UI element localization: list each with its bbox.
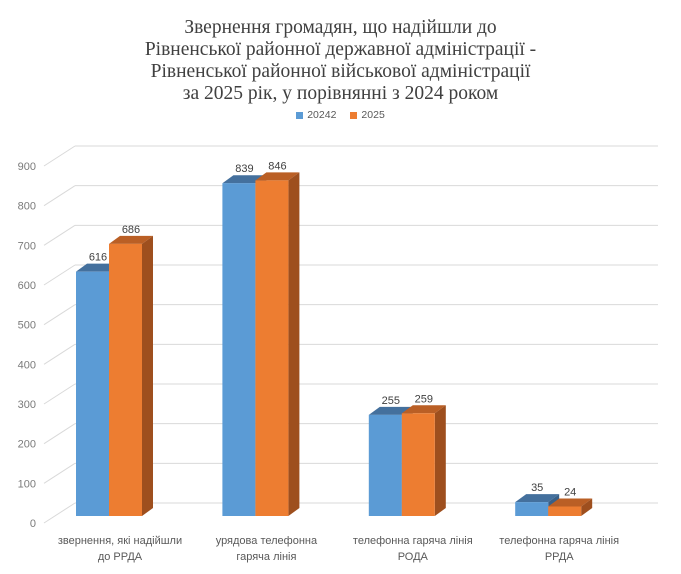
gridline-depth-tick: [43, 224, 76, 246]
data-label: 846: [268, 160, 286, 172]
bar-top-face: [109, 235, 153, 244]
chart-legend: 20242 2025: [0, 109, 681, 121]
category-label-line: звернення, які надійшли: [58, 535, 182, 547]
category-label-line: до РРДА: [98, 551, 143, 563]
bar-front-face: [109, 243, 142, 517]
legend-item: 2025: [350, 109, 385, 121]
bar: [109, 235, 153, 517]
category-label-line: РРДА: [545, 551, 574, 563]
y-axis-label: 100: [18, 478, 36, 490]
legend-label: 20242: [307, 109, 337, 121]
y-axis-label: 300: [18, 399, 36, 411]
y-axis-label: 900: [18, 161, 36, 173]
data-label: 686: [122, 224, 140, 236]
category-label-line: урядова телефонна: [216, 535, 318, 547]
bar-front-face: [368, 414, 402, 516]
y-axis-label: 0: [30, 518, 36, 530]
y-axis-label: 600: [18, 280, 36, 292]
y-axis-label: 400: [18, 359, 36, 371]
data-label: 839: [235, 163, 253, 175]
gridline-depth-tick: [43, 304, 76, 326]
bar-top-face: [255, 172, 300, 181]
legend-label: 2025: [361, 109, 385, 121]
category-label-line: РОДА: [398, 551, 429, 563]
gridline-depth-tick: [43, 343, 76, 365]
gridline-depth-tick: [43, 145, 76, 167]
gridline-depth-tick: [43, 383, 76, 405]
bar-side-face: [288, 172, 300, 517]
bar-front-face: [548, 506, 582, 516]
y-axis-label: 700: [18, 240, 36, 252]
y-axis-label: 800: [18, 201, 36, 213]
bar-top-face: [368, 406, 413, 415]
chart-title: Звернення громадян, що надійшли до Рівне…: [0, 17, 681, 105]
bar-front-face: [222, 183, 256, 517]
gridline-depth-tick: [43, 264, 76, 286]
category-label-line: телефонна гаряча лінія: [499, 535, 619, 547]
bar-top-face: [515, 494, 560, 503]
data-label: 616: [89, 252, 107, 264]
data-label: 255: [382, 395, 400, 407]
bar-side-face: [581, 498, 593, 516]
legend-swatch-icon: [296, 111, 304, 119]
chart-title-line-1: Звернення громадян, що надійшли до: [184, 17, 497, 38]
chart-title-line-4: за 2025 рік, у порівнянні з 2024 роком: [182, 83, 499, 104]
chart-title-line-3: Рівненської районної військової адмініст…: [150, 61, 531, 82]
legend-swatch-icon: [350, 111, 358, 119]
bar-front-face: [401, 413, 435, 516]
data-label: 24: [564, 486, 576, 498]
chart-title-line-2: Рівненської районної державної адміністр…: [144, 39, 537, 60]
gridline-depth-tick: [43, 502, 76, 524]
gridline-depth-tick: [43, 423, 76, 445]
bar: [255, 172, 300, 517]
data-label: 35: [531, 482, 543, 494]
category-label-line: гаряча лінія: [236, 551, 296, 563]
bar-top-face: [401, 405, 446, 414]
bar: [548, 498, 593, 516]
bar-top-face: [548, 498, 593, 507]
bar: [401, 405, 446, 516]
bar-front-face: [76, 271, 109, 516]
bar-front-face: [255, 180, 289, 517]
bar-side-face: [142, 235, 153, 517]
data-label: 259: [415, 393, 433, 405]
y-axis-label: 200: [18, 439, 36, 451]
legend-item: 20242: [296, 109, 336, 121]
gridline-depth-tick: [43, 185, 76, 207]
bar-front-face: [515, 502, 549, 516]
y-axis-label: 500: [18, 320, 36, 332]
bar-side-face: [434, 405, 446, 516]
category-label-line: телефонна гаряча лінія: [353, 535, 473, 547]
gridline-depth-tick: [43, 462, 76, 484]
